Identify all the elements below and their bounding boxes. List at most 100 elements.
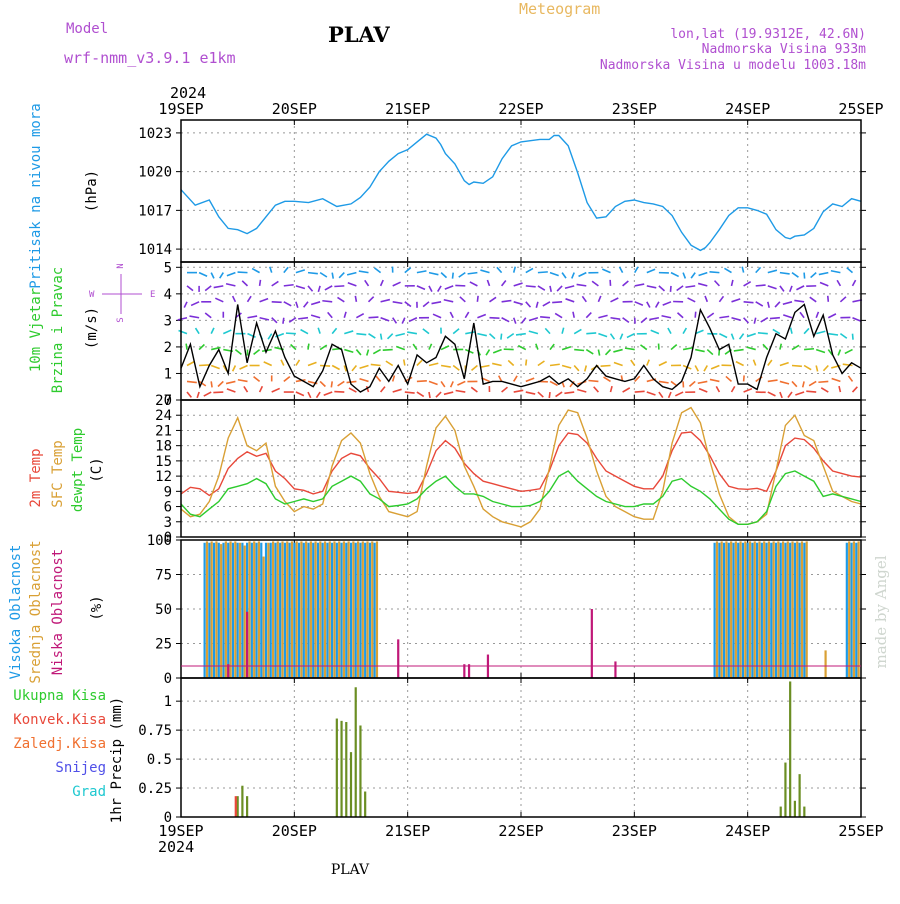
bar [751, 543, 753, 678]
lonlat-text: lon,lat (19.9312E, 42.6N) [670, 27, 866, 42]
wind-arrow [383, 350, 393, 351]
bar [284, 543, 286, 678]
top-date-label: 23SEP [612, 100, 657, 118]
bar [291, 541, 293, 678]
model-label: Model [66, 21, 108, 37]
bar [270, 543, 272, 678]
wind-arrow [756, 285, 766, 286]
wind-arrow [501, 334, 502, 340]
wind-arrow [186, 344, 187, 350]
bottom-year-label: 2024 [158, 838, 194, 856]
bar [345, 543, 347, 678]
bar [789, 681, 791, 817]
bar [770, 543, 772, 678]
bar [397, 639, 399, 678]
wind-arrow [453, 273, 454, 279]
wind-arrow [355, 296, 356, 302]
bar [293, 543, 295, 678]
footer-station: PLAV [331, 862, 370, 878]
wind-arrow [381, 334, 382, 340]
y-tick-label: 25 [155, 637, 172, 653]
bar [274, 543, 276, 678]
bar [281, 541, 283, 678]
wind-arrow [792, 366, 802, 367]
wind-arrow [804, 349, 814, 350]
y-tick-label: 3 [164, 313, 172, 329]
bar [343, 541, 345, 678]
bar [251, 543, 253, 678]
y-tick-label: 15 [155, 454, 172, 470]
bar [239, 543, 241, 678]
wind-arrow [806, 391, 816, 392]
bar [763, 541, 765, 678]
bar [312, 543, 314, 678]
bar [296, 541, 298, 678]
bar [300, 541, 302, 678]
y-tick-label: 18 [155, 439, 172, 455]
top-date-label: 21SEP [385, 100, 430, 118]
wind-arrow [298, 318, 308, 319]
bar [241, 786, 243, 817]
bar [331, 543, 333, 678]
bar [345, 722, 347, 817]
bar [850, 543, 852, 678]
precip-ylabel: 1hr Precip (mm) [109, 697, 125, 823]
bar [784, 543, 786, 678]
wind-arrow [635, 391, 645, 392]
bar [721, 541, 723, 678]
bar [749, 541, 751, 678]
bar [277, 541, 279, 678]
bar [730, 541, 732, 678]
wind-unit: (m/s) [84, 307, 100, 349]
wind-arrow [828, 296, 829, 302]
precip-unit: (mm) [109, 697, 125, 731]
y-tick-label: 0 [164, 671, 172, 687]
wind-arrow [308, 344, 309, 350]
y-tick-label: 9 [164, 484, 172, 500]
wind-arrow [369, 317, 379, 318]
wind-arrow [549, 392, 550, 398]
y-tick-label: 12 [155, 469, 172, 485]
bar [723, 543, 725, 678]
bar [265, 543, 267, 678]
temp-unit: (C) [89, 457, 105, 482]
wind-arrow [477, 296, 478, 302]
y-tick-label: 0.25 [138, 781, 172, 797]
wind-arrow [804, 273, 805, 279]
bar [220, 544, 222, 678]
wind-arrow [331, 381, 332, 387]
temp-ylabel-2m: 2m Temp [28, 448, 44, 507]
bottom-date-label: 21SEP [385, 822, 430, 840]
legend-entry: Snijeg [55, 760, 106, 776]
bar [225, 541, 227, 678]
bar [218, 543, 220, 678]
bar [237, 543, 239, 678]
bar [350, 543, 352, 678]
wind-arrow [286, 333, 296, 334]
y-tick-label: 27 [155, 393, 172, 409]
bar [267, 543, 269, 678]
bar [336, 543, 338, 678]
bar [355, 687, 357, 817]
bar [714, 543, 716, 678]
wind-arrow [770, 318, 780, 319]
bar [303, 543, 305, 678]
bar [369, 543, 371, 678]
bar [735, 541, 737, 678]
wind-arrow [589, 380, 599, 381]
bar [784, 763, 786, 817]
wind-arrow [199, 365, 209, 366]
bar [204, 543, 206, 678]
bar [824, 650, 826, 678]
y-tick-label: 50 [155, 602, 172, 618]
pressure-ylabel: Pritisak na nivou mora [28, 103, 44, 288]
station-title: PLAV [328, 22, 390, 47]
bar [289, 543, 291, 678]
wind-arrow [709, 272, 719, 273]
bar [286, 541, 288, 678]
y-tick-label: 6 [164, 500, 172, 516]
bar [215, 541, 217, 678]
bar [773, 541, 775, 678]
bar [376, 541, 378, 678]
bar [333, 541, 335, 678]
